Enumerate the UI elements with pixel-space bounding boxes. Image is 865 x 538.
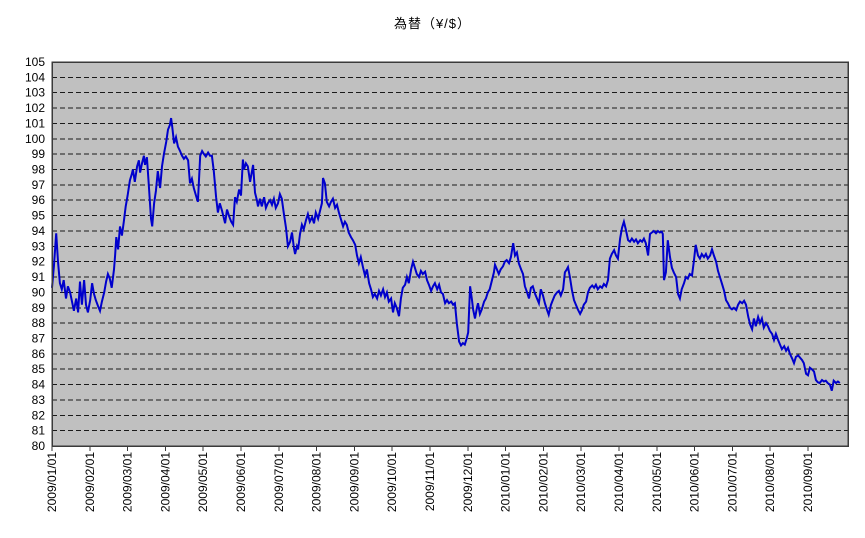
y-axis-tick-label: 104 [25,70,45,84]
x-axis-tick-label: 2009/08/01 [310,452,324,512]
x-axis-tick-label: 2010/06/01 [688,452,702,512]
x-axis-tick-label: 2009/02/01 [83,452,97,512]
x-axis-tick-label: 2009/09/01 [347,452,361,512]
y-axis-tick-label: 92 [32,255,46,269]
y-axis-tick-label: 95 [32,209,46,223]
y-axis-tick-label: 90 [32,285,46,299]
y-axis-tick-label: 83 [32,393,46,407]
y-axis-tick-label: 96 [32,193,46,207]
y-axis-tick-label: 82 [32,408,46,422]
y-axis-tick-label: 99 [32,147,46,161]
y-axis-tick-label: 81 [32,424,46,438]
plot-border [51,61,849,447]
y-axis-tick-label: 98 [32,163,46,177]
x-axis-tick-label: 2010/05/01 [650,452,664,512]
y-axis-tick-label: 86 [32,347,46,361]
x-axis-tick-label: 2009/04/01 [158,452,172,512]
x-axis-tick-label: 2009/06/01 [234,452,248,512]
x-axis-tick-label: 2009/07/01 [272,452,286,512]
y-axis-tick-label: 88 [32,316,46,330]
y-axis-tick-label: 100 [25,132,45,146]
y-axis-tick-label: 105 [25,55,45,69]
y-axis-tick-label: 85 [32,362,46,376]
x-axis-tick-label: 2009/05/01 [196,452,210,512]
y-axis-tick-label: 102 [25,101,45,115]
y-axis-tick-label: 89 [32,301,46,315]
y-axis-tick-label: 93 [32,239,46,253]
x-axis-tick-label: 2009/10/01 [385,452,399,512]
chart-title: 為替（¥/$） [393,16,472,31]
y-axis-tick-label: 80 [32,439,46,453]
x-axis-tick-label: 2010/02/01 [536,452,550,512]
x-axis-tick-label: 2010/01/01 [499,452,513,512]
series-line-yen-per-dollar [51,117,841,391]
y-axis-tick-label: 91 [32,270,46,284]
y-axis-tick-label: 87 [32,331,46,345]
x-axis-tick-label: 2009/11/01 [423,452,437,511]
y-axis-tick-label: 97 [32,178,46,192]
x-axis-tick-label: 2010/03/01 [574,452,588,512]
x-axis-tick-label: 2009/03/01 [121,452,135,512]
x-axis-tick-label: 2010/07/01 [725,452,739,512]
x-axis-tick-label: 2009/12/01 [461,452,475,512]
x-axis-tick-label: 2009/01/01 [45,452,59,512]
y-axis-tick-label: 103 [25,86,45,100]
x-axis-tick-label: 2010/09/01 [801,452,815,512]
y-axis-tick-label: 94 [32,224,46,238]
plot-area-background [52,62,848,446]
y-axis-tick-label: 101 [25,116,45,130]
y-axis-tick-label: 84 [32,378,46,392]
x-axis-tick-label: 2010/08/01 [763,452,777,512]
x-axis-tick-label: 2010/04/01 [612,452,626,512]
